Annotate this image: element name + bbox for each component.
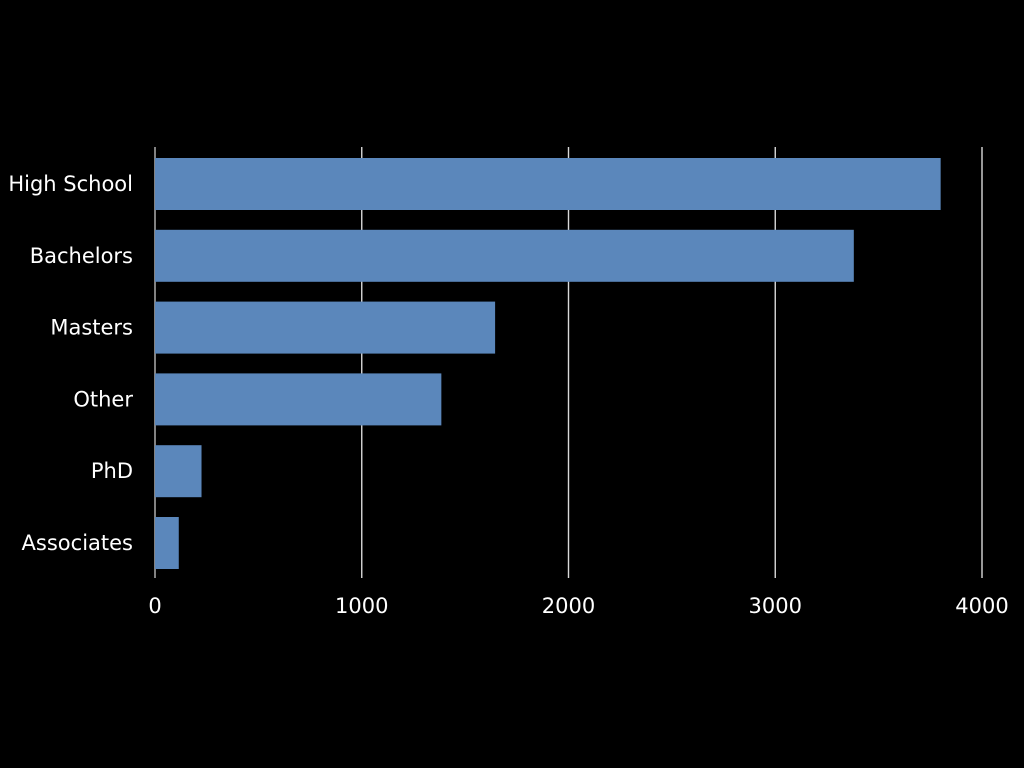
x-tick-label-2000: 2000 [542,594,595,618]
bar-phd [155,445,202,498]
x-tick-label-0: 0 [148,594,161,618]
x-axis-tick-labels: 0 1000 2000 3000 4000 [148,594,1008,618]
category-label-bachelors: Bachelors [30,244,133,268]
bar-high-school [155,158,941,210]
category-labels: High School Bachelors Masters Other PhD Assoc… [8,172,133,555]
bars [155,158,941,569]
bar-other [155,373,442,426]
bar-masters [155,301,496,354]
category-label-phd: PhD [91,459,133,483]
x-tick-label-1000: 1000 [335,594,388,618]
x-tick-label-4000: 4000 [955,594,1008,618]
bar-associates [155,517,179,569]
x-tick-label-3000: 3000 [749,594,802,618]
category-label-high-school: High School [8,172,133,196]
gridlines [154,147,983,578]
category-label-associates: Associates [22,531,133,555]
category-label-masters: Masters [50,316,133,340]
bar-bachelors [155,229,854,282]
category-label-other: Other [73,387,133,411]
